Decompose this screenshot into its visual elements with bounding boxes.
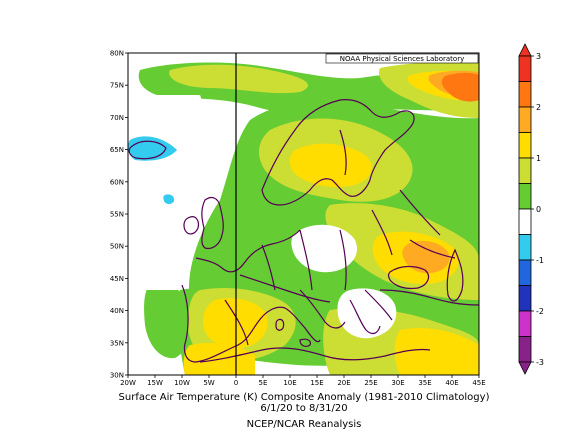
lon-label: 20E [337,379,350,387]
colorbar-label: -2 [536,307,544,316]
credit-box [325,53,479,64]
colorbar-segment [518,81,532,108]
lon-label: 5E [259,379,268,387]
colorbar-label: -3 [536,358,544,367]
lon-label: 15E [310,379,323,387]
colorbar-top-arrow [518,43,532,57]
lon-label: 0 [234,379,238,387]
colorbar-segment [518,336,532,363]
lon-label: 10W [174,379,190,387]
lat-label: 60N [110,178,124,186]
lat-label: 40N [110,307,124,315]
coastlines [128,99,479,363]
colorbar-bottom-arrow [518,361,532,375]
lon-label: 40E [445,379,458,387]
lat-label: 30N [110,372,124,380]
colorbar-segment [518,208,532,235]
caption-line-3: NCEP/NCAR Reanalysis [247,419,362,430]
lon-label: 20W [120,379,136,387]
lon-label: 5W [203,379,214,387]
colorbar-segment [518,234,532,261]
colorbar-segment [518,106,532,133]
colorbar-segment [518,285,532,312]
lat-label: 80N [110,50,124,58]
lat-label: 50N [110,243,124,251]
lon-label: 45E [472,379,485,387]
colorbar-segment [518,55,532,82]
lon-label: 35E [418,379,431,387]
colorbar-segment [518,132,532,159]
colorbar-label: 1 [536,154,541,163]
longitude-axis: 20W 15W 10W 5W 0 5E 10E 15E 20E 25E 30E 35E 40E 45E [120,375,486,387]
lat-label: 55N [110,211,124,219]
latitude-axis: 80N 75N 70N 65N 60N 55N 50N 45N 40N 35N 30N [110,50,128,380]
lat-label: 70N [110,114,124,122]
lon-label: 30E [391,379,404,387]
colorbar-segment [518,183,532,210]
lat-label: 65N [110,146,124,154]
caption-line-1: Surface Air Temperature (K) Composite An… [119,392,490,403]
colorbar-label: 3 [536,52,541,61]
lon-label: 15W [147,379,163,387]
colorbar-segment [518,310,532,337]
anomaly-field [128,62,479,375]
caption-line-2: 6/1/20 to 8/31/20 [260,403,347,414]
colorbar: 3 2 1 0 -1 -2 -3 [518,43,544,375]
colorbar-segment [518,157,532,184]
lon-label: 25E [364,379,377,387]
colorbar-label: -1 [536,256,544,265]
lon-label: 10E [283,379,296,387]
lat-label: 45N [110,275,124,283]
lat-label: 35N [110,339,124,347]
colorbar-label: 0 [536,205,541,214]
colorbar-segment [518,259,532,286]
colorbar-label: 2 [536,103,541,112]
lat-label: 75N [110,82,124,90]
credit-text: NOAA Physical Sciences Laboratory [340,55,464,63]
